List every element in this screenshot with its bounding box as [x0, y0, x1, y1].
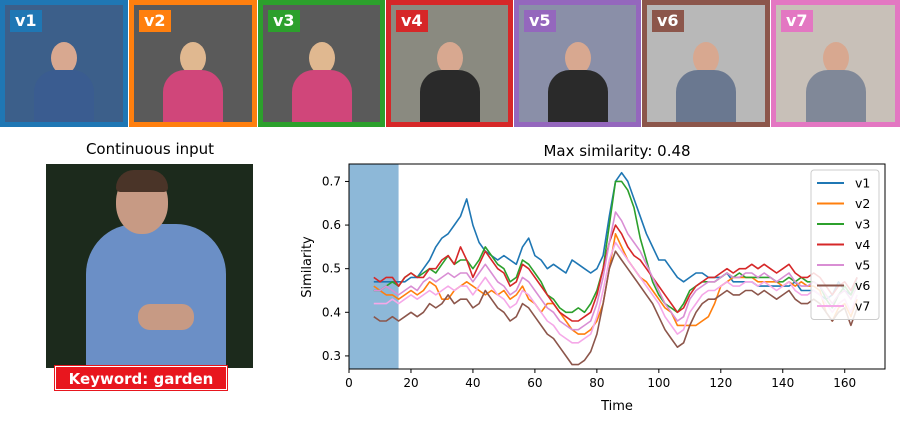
series-lines	[373, 171, 858, 366]
y-tick-label: 0.5	[322, 262, 341, 276]
input-video-frame	[46, 164, 253, 368]
legend-box	[810, 169, 880, 320]
signer-figure	[34, 42, 94, 122]
axes-frame	[348, 163, 886, 370]
series-line-v7	[373, 241, 858, 344]
y-axis-label: Similarity	[300, 236, 315, 298]
plot-area	[349, 164, 885, 369]
highlight-span	[349, 164, 399, 369]
legend-label-v6: v6	[855, 278, 870, 293]
legend-label-v4: v4	[855, 237, 870, 252]
thumbnail-label: v3	[268, 10, 300, 32]
y-tick-label: 0.7	[322, 174, 341, 188]
signer-figure	[676, 42, 736, 122]
y-tick-label: 0.3	[322, 349, 341, 363]
thumbnail-label: v7	[781, 10, 813, 32]
chart-title: Max similarity: 0.48	[543, 142, 690, 160]
plot-background	[349, 164, 885, 369]
highlight-rect	[349, 164, 399, 369]
signer-hands	[138, 304, 194, 330]
x-tick-label: 100	[647, 376, 670, 390]
legend-label-v1: v1	[855, 176, 870, 191]
signer-figure	[291, 42, 352, 122]
thumbnail-v3: v3	[258, 0, 385, 127]
x-tick-label: 60	[527, 376, 542, 390]
thumbnail-v1: v1	[0, 0, 128, 127]
series-line-v4	[373, 224, 858, 322]
x-tick-label: 80	[589, 376, 604, 390]
y-tick-label: 0.6	[322, 218, 341, 232]
x-axis-label: Time	[600, 399, 633, 414]
thumbnail-v2: v2	[129, 0, 257, 127]
input-title: Continuous input	[85, 140, 215, 158]
signer-figure	[547, 42, 608, 122]
x-tick-label: 0	[345, 376, 353, 390]
series-line-v6	[373, 250, 858, 366]
legend-label-v7: v7	[855, 299, 870, 314]
x-tick-label: 160	[833, 376, 856, 390]
signer-torso	[86, 224, 226, 368]
legend-label-v5: v5	[855, 258, 870, 273]
thumbnail-label: v2	[139, 10, 171, 32]
thumbnail-v7: v7	[771, 0, 900, 127]
signer-hair	[116, 170, 168, 192]
series-line-v5	[373, 211, 858, 331]
thumbnail-label: v6	[652, 10, 684, 32]
signer-figure	[163, 42, 223, 122]
x-tick-label: 20	[403, 376, 418, 390]
thumbnail-label: v4	[396, 10, 428, 32]
signer-figure	[419, 42, 480, 122]
legend-label-v3: v3	[855, 217, 870, 232]
thumbnail-v6: v6	[642, 0, 770, 127]
legend: v1 v2 v3 v4 v5 v6 v7	[810, 169, 880, 320]
thumbnail-label: v1	[10, 10, 42, 32]
x-tick-label: 120	[709, 376, 732, 390]
x-tick-label: 40	[465, 376, 480, 390]
keyword-label: Keyword: garden	[54, 365, 228, 391]
axes: 0 20 40 60 80 100 120 140 160 0.3 0.4 0.5 0.6 0.7	[322, 163, 886, 390]
x-tick-label: 140	[771, 376, 794, 390]
y-tick-label: 0.4	[322, 305, 341, 319]
thumbnail-v4: v4	[386, 0, 513, 127]
thumbnail-label: v5	[524, 10, 556, 32]
signer-figure	[805, 42, 866, 122]
thumbnail-v5: v5	[514, 0, 641, 127]
legend-label-v2: v2	[855, 196, 870, 211]
